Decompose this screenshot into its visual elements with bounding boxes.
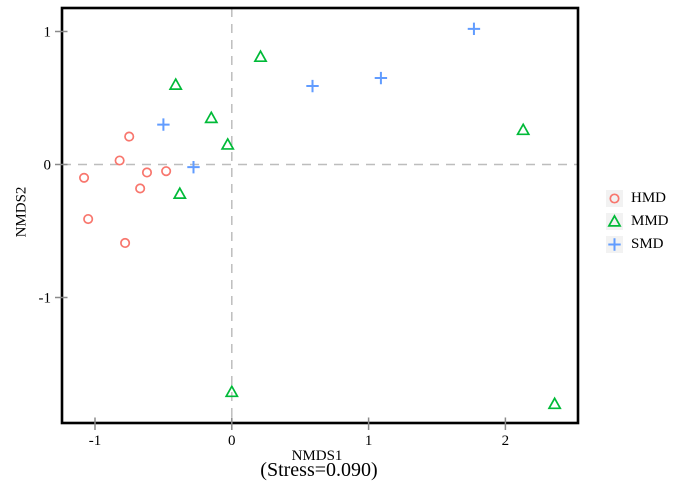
data-point-hmd [143,168,151,176]
legend-key-circle-icon [606,190,623,207]
data-point-hmd [125,132,133,140]
plot-canvas: -1 0 1 2 -1 0 1 [0,0,675,490]
data-point-hmd [136,184,144,192]
y-axis-title: NMDS2 [14,187,31,238]
data-point-smd [157,118,169,130]
legend-label-hmd: HMD [631,191,666,206]
data-point-smd [468,23,480,35]
nmds-ordination-figure: -1012-101 NMDS2 NMDS1 (Stress=0.090) HMD… [0,0,675,490]
data-point-smd [187,161,199,173]
data-point-mmd [518,124,529,134]
legend-label-mmd: MMD [631,214,669,229]
mmd-marker-icon [609,216,620,226]
x-tick-label: 2 [502,433,510,449]
data-point-smd [375,72,387,84]
data-point-hmd [121,239,129,247]
legend: HMD MMD SMD [606,190,669,253]
data-point-mmd [255,51,266,61]
smd-marker-icon [608,238,620,250]
data-point-smd [306,80,318,92]
data-point-mmd [170,79,181,89]
data-point-hmd [80,174,88,182]
legend-key-plus-icon [606,236,623,253]
data-point-hmd [84,215,92,223]
data-point-hmd [162,167,170,175]
legend-entry-mmd: MMD [606,213,669,230]
data-point-mmd [174,188,185,198]
data-point-hmd [115,156,123,164]
data-point-mmd [206,112,217,122]
hmd-marker-icon [610,194,618,202]
x-tick-label: -1 [89,433,102,449]
stress-annotation: (Stress=0.090) [260,459,377,482]
x-tick-label: 1 [365,433,373,449]
panel-border [62,8,578,423]
legend-key-triangle-icon [606,213,623,230]
data-point-mmd [549,398,560,408]
x-tick-label: 0 [228,433,236,449]
y-tick-label: 1 [44,25,52,41]
y-tick-label: 0 [44,158,52,174]
legend-entry-smd: SMD [606,236,669,253]
legend-entry-hmd: HMD [606,190,669,207]
legend-label-smd: SMD [631,237,664,252]
y-tick-label: -1 [39,291,52,307]
